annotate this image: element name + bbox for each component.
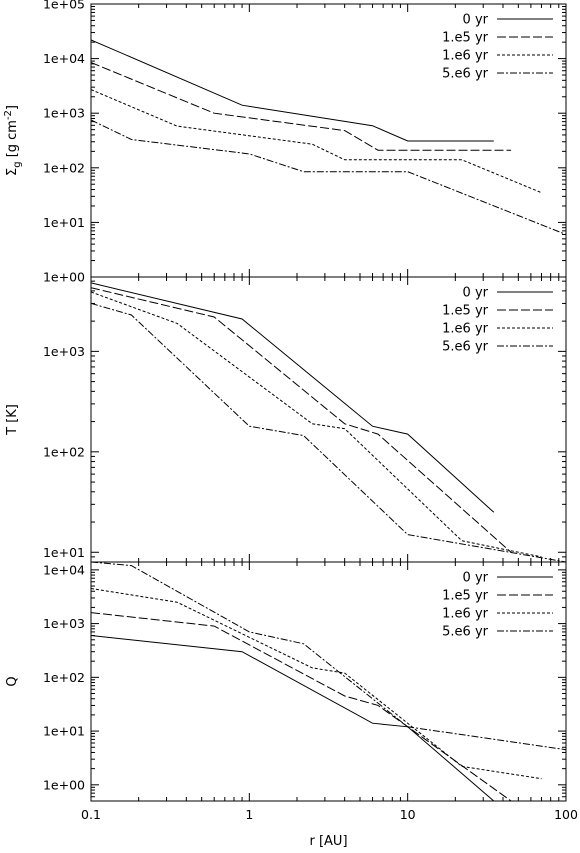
y-tick-label: 1e+04 bbox=[43, 562, 85, 577]
series-line-3 bbox=[91, 588, 542, 780]
legend-label: 0 yr bbox=[463, 571, 489, 586]
y-tick-label: 1e+01 bbox=[43, 545, 85, 560]
y-tick-label: 1e+02 bbox=[43, 160, 85, 175]
y-tick-label: 1e+00 bbox=[43, 777, 85, 792]
x-tick-label: 0.1 bbox=[81, 807, 101, 822]
y-axis-label-part: ] bbox=[5, 105, 20, 110]
legend-label: 0 yr bbox=[463, 13, 489, 28]
y-tick-label: 1e+04 bbox=[43, 51, 85, 66]
y-axis-label: T [K] bbox=[5, 404, 20, 436]
series-line-3 bbox=[91, 89, 542, 194]
y-axis-label: Q bbox=[5, 676, 20, 686]
x-tick-label: 100 bbox=[554, 807, 578, 822]
series-line-1 bbox=[91, 39, 494, 142]
series-line-3 bbox=[91, 291, 542, 558]
y-axis-label: Σg [g cm-2] bbox=[3, 105, 23, 176]
y-tick-label: 1e+03 bbox=[43, 106, 85, 121]
chart-panel-1: 1e+00 1e+01 1e+02 1e+03 1e+04 1e+05 Σg [g cm-2… bbox=[3, 0, 567, 285]
series-line-1 bbox=[91, 282, 495, 513]
y-tick-label: 1e+03 bbox=[43, 616, 85, 631]
legend-label: 1.e5 yr bbox=[442, 304, 488, 319]
y-axis-label-part: g bbox=[12, 161, 23, 167]
legend-label: 1.e5 yr bbox=[442, 589, 488, 604]
legend-label: 1.e6 yr bbox=[442, 322, 488, 337]
x-tick-label: 1 bbox=[245, 807, 253, 822]
y-tick-label: 1e+01 bbox=[43, 724, 85, 739]
plot-frame bbox=[90, 561, 567, 802]
chart-panel-2: 1e+01 1e+02 1e+03 T [K] 0 yr 1.e5 yr 1.e6 yr 5.… bbox=[5, 276, 567, 563]
y-tick-label: 1e+02 bbox=[43, 444, 85, 459]
legend-label: 1.e6 yr bbox=[442, 607, 488, 622]
y-axis-label-part: [g cm bbox=[5, 120, 20, 161]
plot-frame bbox=[90, 276, 567, 563]
plot-frame bbox=[90, 3, 567, 278]
series-line-4 bbox=[91, 302, 566, 562]
chart-panel-3: 1e+00 1e+01 1e+02 1e+03 1e+04 0.1 1 10 100 Qr [AU… bbox=[5, 561, 578, 849]
series-line-4 bbox=[91, 562, 566, 751]
legend-label: 1.e6 yr bbox=[442, 49, 488, 64]
series-line-2 bbox=[91, 62, 512, 151]
y-tick-label: 1e+00 bbox=[43, 270, 85, 285]
x-tick-label: 10 bbox=[400, 807, 416, 822]
y-axis-label-part: Σ bbox=[5, 168, 20, 176]
y-axis-label-part: -2 bbox=[3, 110, 14, 120]
legend-label: 1.e5 yr bbox=[442, 31, 488, 46]
y-tick-label: 1e+05 bbox=[43, 0, 85, 12]
series-line-2 bbox=[91, 612, 512, 801]
legend-label: 5.e6 yr bbox=[442, 67, 488, 82]
legend-label: 5.e6 yr bbox=[442, 625, 488, 640]
legend-label: 0 yr bbox=[463, 286, 489, 301]
legend-label: 5.e6 yr bbox=[442, 340, 488, 355]
series-line-1 bbox=[91, 635, 495, 801]
y-tick-label: 1e+03 bbox=[43, 344, 85, 359]
series-line-2 bbox=[91, 287, 512, 553]
y-tick-label: 1e+01 bbox=[43, 215, 85, 230]
x-axis-label: r [AU] bbox=[309, 834, 347, 849]
y-tick-label: 1e+02 bbox=[43, 670, 85, 685]
series-line-4 bbox=[91, 119, 566, 235]
